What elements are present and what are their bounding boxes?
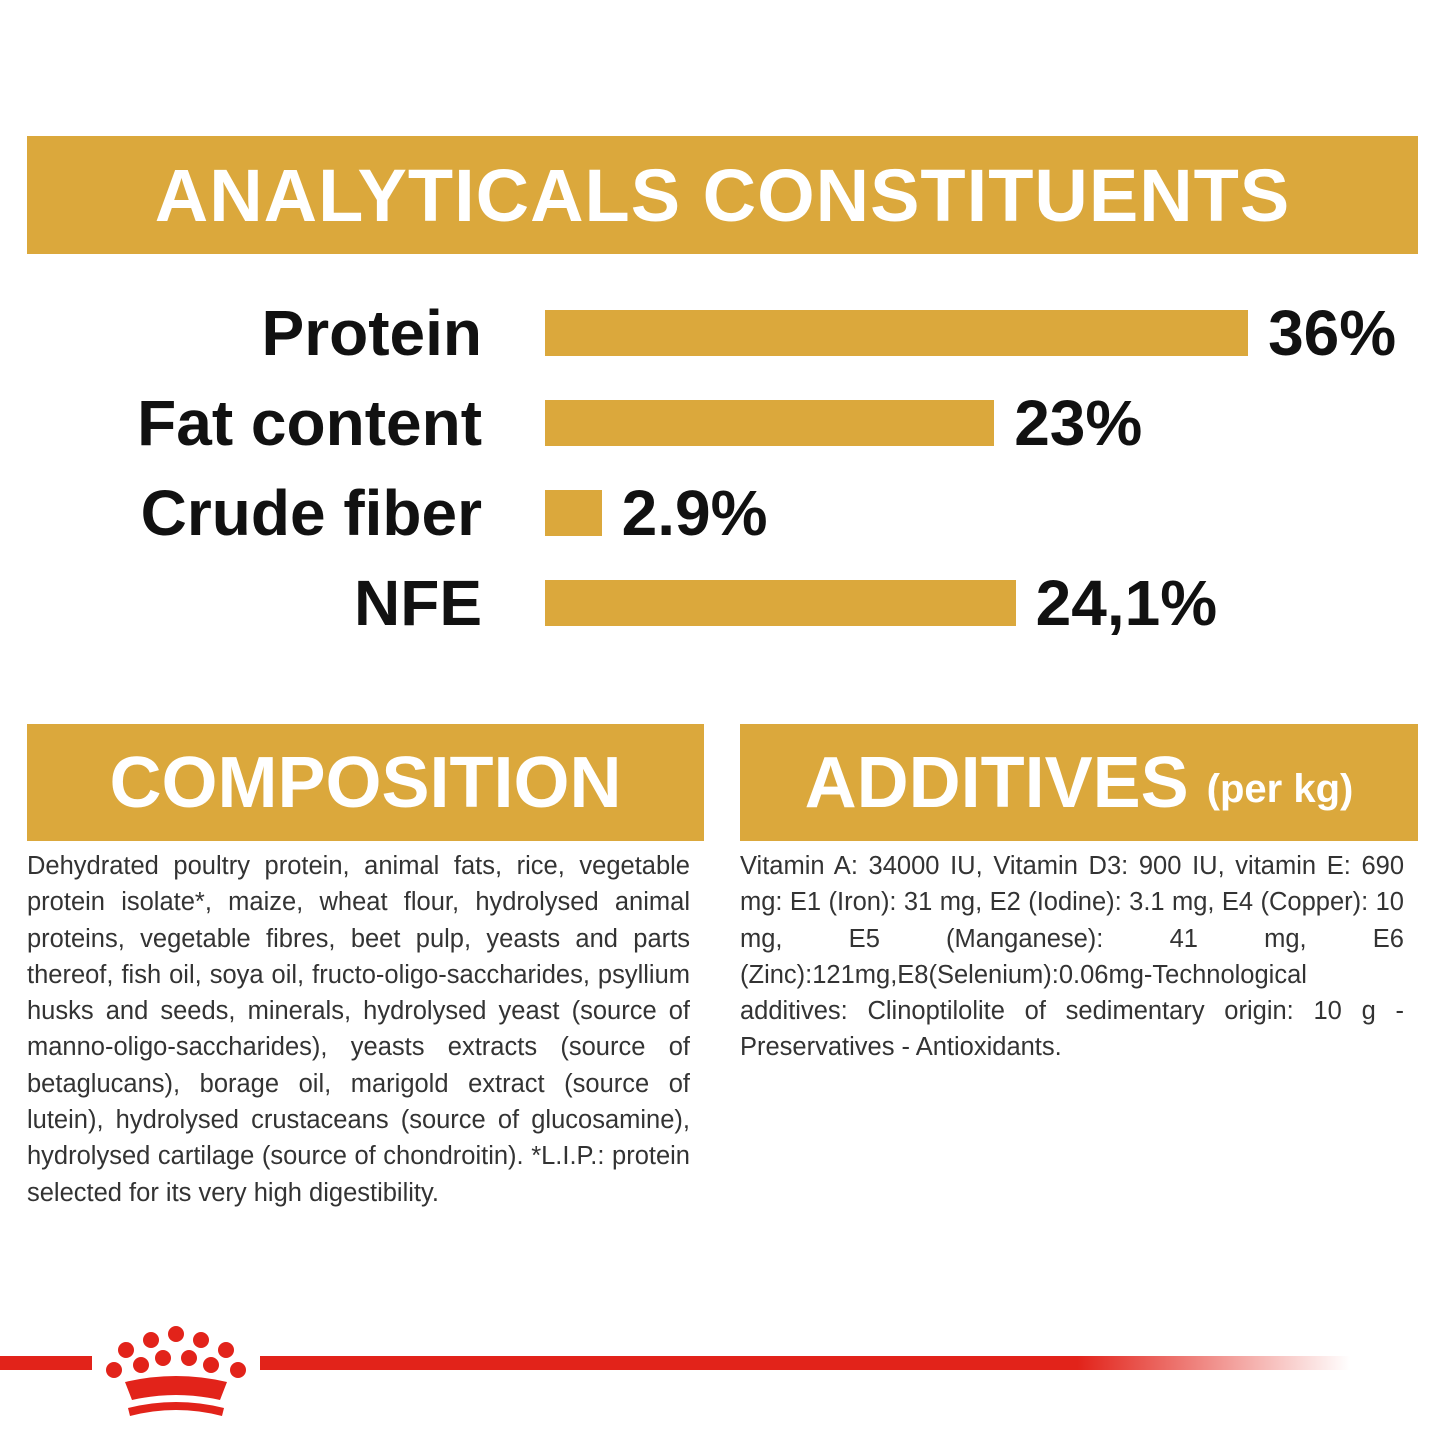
category-label: Protein [261,297,482,369]
additives-text: Vitamin A: 34000 IU, Vitamin D3: 900 IU,… [740,852,1404,1062]
bar [545,400,995,446]
crown [106,1326,246,1416]
additives-note: (per kg) [1206,767,1354,811]
value-label: 2.9% [621,477,768,549]
footer-logo [0,1326,1350,1416]
bar [545,490,602,536]
additives-title: ADDITIVES (per kg) [740,724,1418,841]
composition-title-text: COMPOSITION [109,742,622,823]
chart-title: ANALYTICALS CONSTITUENTS [27,136,1418,254]
value-label: 23% [1014,387,1143,459]
category-label: NFE [354,567,482,639]
value-label: 24,1% [1035,567,1218,639]
bar [545,580,1016,626]
footer-line [260,1356,1350,1370]
composition-title: COMPOSITION [27,724,704,841]
additives-title-text: ADDITIVES [804,742,1189,823]
composition-text: Dehydrated poultry protein, animal fats,… [27,852,690,1207]
bar [545,310,1249,356]
category-label: Fat content [137,387,482,459]
footer-line [0,1356,92,1370]
category-label: Crude fiber [140,477,482,549]
value-label: 36% [1268,297,1397,369]
